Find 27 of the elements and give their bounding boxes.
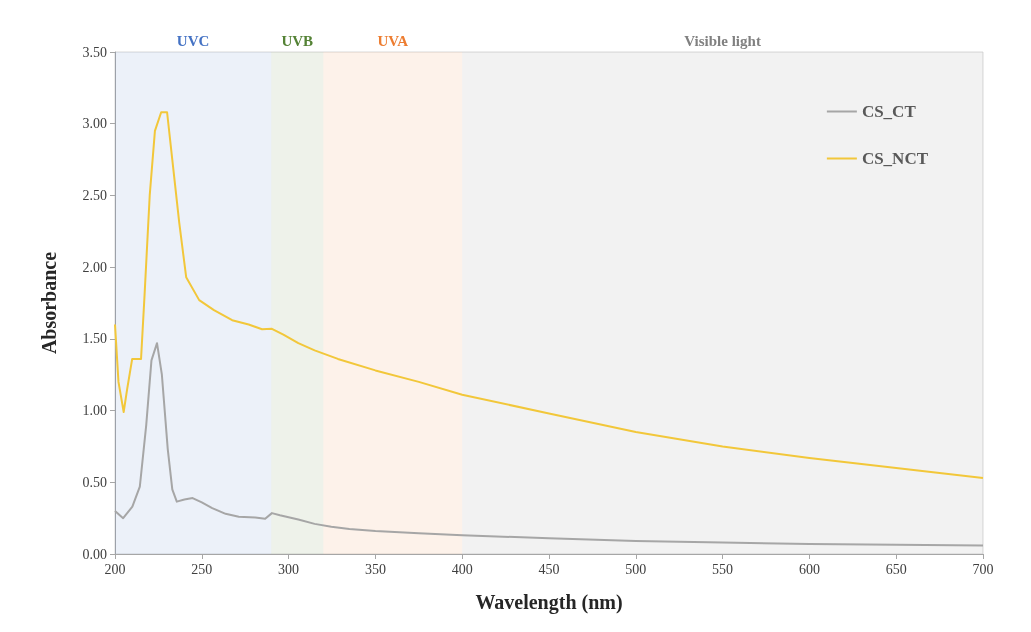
x-tick-label: 650 — [885, 561, 907, 577]
x-tick-label: 300 — [278, 561, 300, 577]
x-tick-label: 700 — [972, 561, 994, 577]
x-tick-label: 450 — [538, 561, 560, 577]
x-tick-label: 500 — [625, 561, 647, 577]
y-tick-label: 2.50 — [82, 187, 107, 203]
band-label: Visible light — [684, 32, 761, 49]
band-label: UVB — [281, 32, 314, 49]
legend-label: CS_NCT — [861, 149, 929, 168]
x-tick-label: 550 — [712, 561, 734, 577]
x-axis-title: Wavelength (nm) — [475, 591, 623, 614]
y-tick-label: 0.00 — [82, 546, 107, 562]
y-tick-label: 0.50 — [82, 474, 107, 490]
y-tick-label: 1.00 — [82, 403, 107, 419]
x-tick-label: 600 — [798, 561, 820, 577]
x-tick-label: 400 — [451, 561, 473, 577]
y-tick-label: 3.00 — [82, 116, 107, 132]
y-tick-label: 2.00 — [82, 259, 107, 275]
x-tick-label: 350 — [364, 561, 386, 577]
x-tick-label: 200 — [104, 561, 126, 577]
x-tick-label: 250 — [191, 561, 213, 577]
band-label: UVC — [176, 32, 210, 49]
legend-label: CS_CT — [861, 102, 917, 121]
band-label: UVA — [377, 32, 409, 49]
y-axis-title: Absorbance — [38, 251, 60, 355]
y-tick-label: 1.50 — [82, 331, 107, 347]
y-tick-label: 3.50 — [82, 44, 107, 60]
